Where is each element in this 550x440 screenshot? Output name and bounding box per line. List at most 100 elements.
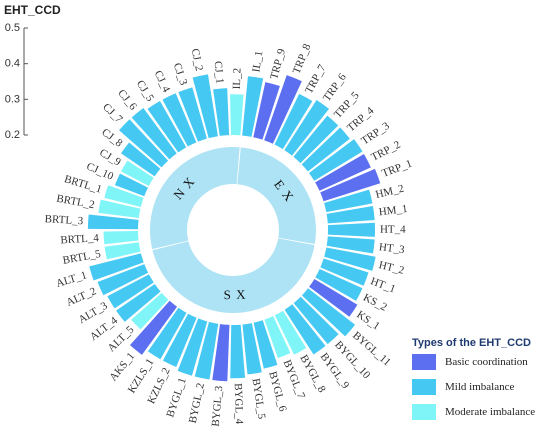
bar-cj-10 — [114, 173, 149, 197]
y-tick-label: 0.4 — [5, 58, 20, 70]
bar-trp-4 — [301, 127, 350, 172]
category-label: BYGL_2 — [187, 382, 207, 425]
bar-trp-7 — [274, 93, 313, 150]
bar-bygl-2 — [194, 321, 219, 380]
category-label: HT_3 — [378, 241, 405, 256]
region-segment — [149, 147, 240, 250]
category-label: BYGL_3 — [210, 385, 226, 427]
category-label: BRTL_5 — [62, 248, 102, 267]
bar-trp-3 — [308, 139, 363, 181]
bar-aks-1 — [129, 300, 178, 355]
bar-cj-3 — [178, 87, 207, 142]
category-label: TRP_1 — [380, 158, 413, 180]
bar-bygl-8 — [274, 310, 307, 355]
category-label: BRTL_4 — [60, 232, 100, 246]
y-axis: EHT_CCD 0.2 0.3 0.4 0.5 — [4, 3, 61, 141]
bar-alt-2 — [97, 264, 149, 296]
bar-alt-1 — [89, 253, 144, 281]
category-label: IL_2 — [231, 68, 244, 90]
bar-cj-9 — [121, 160, 154, 186]
bar-il-1 — [242, 76, 264, 137]
bar-bygl-5 — [242, 323, 262, 375]
legend-swatch — [412, 354, 436, 370]
bar-kzls-1 — [147, 307, 187, 360]
y-tick-label: 0.2 — [5, 129, 20, 141]
region-segment — [237, 147, 316, 244]
legend: Types of the EHT_CCD Basic coordination M… — [412, 337, 535, 420]
bar-cj-4 — [162, 93, 197, 147]
bar-ks-1 — [309, 278, 358, 317]
bar-trp-2 — [315, 154, 371, 191]
bar-cj-2 — [192, 74, 218, 139]
bar-alt-4 — [116, 283, 161, 322]
bar-cj-1 — [213, 88, 230, 136]
bar-bygl-4 — [230, 324, 246, 379]
bar-cj-5 — [147, 100, 187, 153]
bar-cj-6 — [131, 107, 177, 160]
bar-bygl-10 — [293, 296, 339, 345]
bar-ht-2 — [324, 247, 376, 271]
y-axis-title: EHT_CCD — [4, 3, 61, 17]
category-label: HT_2 — [378, 259, 406, 277]
bar-bygl-1 — [177, 318, 208, 376]
bar-brtl-4 — [103, 231, 139, 245]
bar-trp-1 — [320, 168, 381, 202]
bar-ks-2 — [315, 268, 363, 301]
bar-bygl-11 — [301, 288, 356, 337]
category-label: TRP_9 — [268, 47, 288, 81]
bar-hm-2 — [324, 189, 373, 213]
bar-bygl-3 — [212, 324, 230, 382]
region-segment — [152, 238, 315, 314]
bar-brtl-5 — [104, 242, 141, 260]
category-label: CJ_7 — [100, 101, 125, 126]
bar-brtl-2 — [98, 199, 141, 219]
category-label: BRTL_3 — [44, 213, 84, 227]
bar-bygl-6 — [253, 320, 278, 369]
category-label: BRTL_2 — [56, 193, 96, 212]
category-label: CJ_2 — [189, 47, 205, 72]
legend-label: Basic coordination — [445, 356, 528, 368]
category-label: HT_4 — [380, 224, 406, 236]
category-label: CJ_5 — [134, 78, 157, 104]
legend-swatch — [412, 379, 436, 395]
bar-bygl-9 — [284, 304, 326, 355]
bar-hm-1 — [326, 205, 375, 224]
category-label: HT_1 — [369, 275, 397, 295]
bar-il-2 — [230, 94, 244, 136]
category-label: CJ_1 — [212, 61, 226, 85]
category-label: KS_2 — [361, 292, 389, 314]
bar-trp-5 — [293, 115, 339, 164]
region-label: S X — [223, 287, 246, 303]
category-label: BYGL_5 — [249, 378, 267, 421]
legend-title: Types of the EHT_CCD — [412, 337, 531, 349]
category-label: ALT_1 — [55, 269, 89, 290]
category-label: IL_1 — [250, 50, 265, 73]
category-label: CJ_4 — [152, 69, 173, 95]
bar-trp-8 — [264, 75, 302, 144]
bar-trp-6 — [284, 99, 330, 156]
legend-swatch — [412, 404, 436, 420]
bars-group — [87, 74, 381, 382]
category-label: HM_2 — [374, 183, 405, 201]
y-tick-label: 0.3 — [5, 93, 20, 105]
category-label: BYGL_6 — [266, 370, 289, 413]
category-label: TRP_2 — [369, 139, 402, 164]
bar-cj-7 — [119, 119, 169, 168]
category-label: CJ_6 — [115, 87, 139, 113]
bar-ht-3 — [326, 236, 375, 254]
category-label: BYGL_4 — [232, 383, 245, 425]
legend-label: Mild imbalance — [445, 381, 514, 393]
bar-alt-3 — [107, 274, 154, 309]
region-ring: E XS XN X — [149, 147, 316, 314]
bar-ht-4 — [327, 222, 375, 237]
category-label: CJ_3 — [171, 62, 190, 88]
bar-kzls-2 — [162, 313, 197, 367]
bar-cj-8 — [121, 142, 161, 177]
bar-brtl-1 — [104, 185, 144, 207]
category-label: HM_1 — [378, 203, 408, 218]
bar-trp-9 — [253, 82, 280, 140]
legend-label: Moderate imbalance — [445, 406, 535, 418]
category-label: TRP_8 — [291, 42, 314, 76]
